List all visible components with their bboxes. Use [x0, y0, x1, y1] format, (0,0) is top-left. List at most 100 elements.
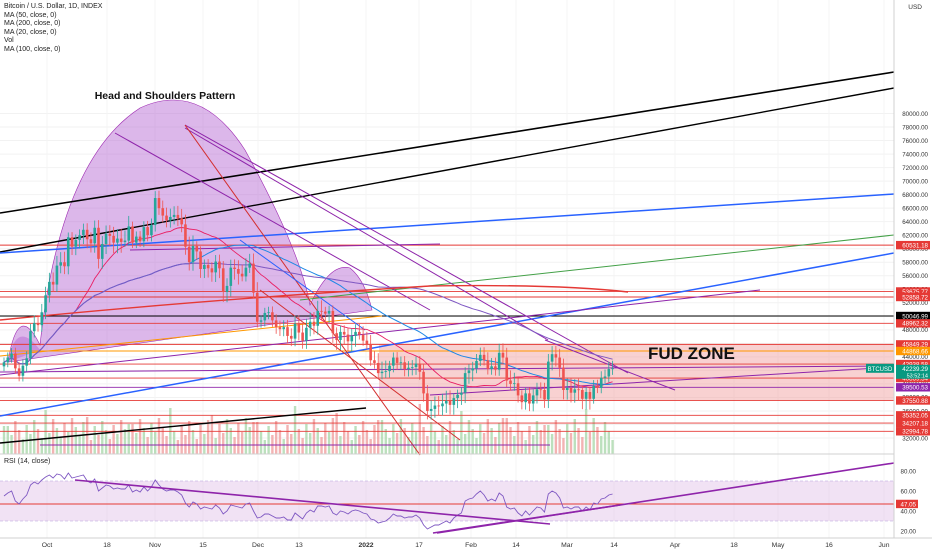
- candle-body: [244, 267, 248, 277]
- candle-body: [93, 227, 97, 244]
- level-price-tag: [896, 311, 930, 321]
- volume-bar: [218, 424, 221, 454]
- volume-bar: [569, 433, 573, 454]
- candle-body: [78, 235, 81, 240]
- trend-line: [184, 124, 629, 374]
- level-price-tag: [896, 418, 930, 428]
- volume-bar: [51, 419, 55, 454]
- indicator-ma20[interactable]: MA (20, close, 0): [4, 28, 57, 36]
- volume-bar: [252, 422, 255, 454]
- indicator-vol[interactable]: Vol: [4, 37, 14, 44]
- time-tick-label: 18: [103, 542, 111, 549]
- candle-body: [153, 198, 157, 226]
- price-tick-label: 60000.00: [902, 246, 928, 253]
- volume-bar: [157, 418, 161, 454]
- volume-bar: [403, 428, 406, 454]
- candle-body: [59, 262, 62, 266]
- volume-bar: [327, 432, 331, 454]
- volume-bar: [293, 406, 297, 454]
- candle-body: [127, 226, 131, 241]
- candle-body: [584, 392, 588, 399]
- candle-body: [44, 295, 47, 313]
- candle-body: [433, 405, 437, 409]
- volume-bar: [554, 420, 558, 454]
- candle-body: [410, 367, 414, 368]
- candle-body: [214, 261, 217, 273]
- volume-bar: [452, 430, 456, 454]
- level-price-label: 40869.34: [902, 375, 928, 382]
- volume-bar: [433, 431, 437, 454]
- rsi-legend[interactable]: RSI (14, close): [4, 458, 51, 465]
- candle-body: [599, 377, 603, 388]
- volume-bar: [460, 411, 463, 454]
- volume-bar: [350, 440, 353, 454]
- price-axis[interactable]: USD32000.0034000.0036000.0038000.0040000…: [893, 0, 932, 550]
- candle-body: [248, 263, 251, 268]
- volume-bar: [278, 430, 282, 454]
- candle-body: [565, 387, 569, 391]
- volume-bar: [282, 439, 285, 454]
- volume-bar: [123, 429, 127, 454]
- volume-bar: [482, 433, 486, 454]
- candle-body: [210, 268, 214, 273]
- ma100-line: [3, 262, 613, 365]
- candle-body: [74, 239, 78, 247]
- volume-bar: [248, 427, 251, 454]
- volume-bar: [535, 421, 539, 454]
- price-tick-label: 64000.00: [902, 219, 928, 226]
- indicator-ma50[interactable]: MA (50, close, 0): [4, 11, 57, 19]
- candle-body: [142, 227, 146, 242]
- volume-bar: [116, 434, 119, 454]
- volume-bar: [539, 430, 542, 454]
- candle-body: [218, 261, 221, 269]
- candle-body: [373, 360, 376, 363]
- candle-body: [358, 331, 361, 335]
- symbol-title[interactable]: Bitcoin / U.S. Dollar, 1D, INDEX: [4, 3, 103, 10]
- volume-bar: [588, 432, 592, 454]
- candle-body: [581, 390, 584, 399]
- candle-body: [331, 310, 335, 334]
- candle-body: [40, 312, 44, 326]
- time-axis[interactable]: Oct 18 Nov 15 Dec 13 2022 17 Feb 14 Mar 14 Apr 18 May 1…: [0, 537, 932, 549]
- candle-body: [271, 312, 274, 321]
- candle-body: [531, 395, 535, 404]
- volume-bar: [25, 425, 28, 454]
- candle-body: [252, 263, 255, 293]
- level-price-tag: [896, 287, 930, 296]
- candle-body: [157, 198, 161, 209]
- volume-bar: [256, 422, 259, 454]
- candle-body: [36, 323, 40, 326]
- volume-bar: [142, 428, 146, 454]
- candle-body: [70, 237, 74, 247]
- volume-bar: [377, 420, 380, 454]
- level-price-label: 32994.78: [902, 429, 928, 436]
- candle-body: [63, 262, 66, 267]
- candle-body: [505, 357, 509, 381]
- candle-body: [554, 354, 558, 358]
- volume-bar: [331, 418, 335, 454]
- volume-bar: [85, 417, 89, 454]
- trend-line: [0, 87, 895, 253]
- volume-bar: [82, 422, 85, 454]
- volume-bar: [490, 428, 493, 454]
- candle-body: [471, 368, 475, 371]
- candle-body: [169, 216, 172, 221]
- level-price-label: 44868.66: [902, 348, 928, 355]
- volume-bar: [422, 427, 425, 454]
- volume-bar: [40, 438, 43, 454]
- candle-body: [497, 352, 501, 370]
- rsi-line: [3, 472, 613, 530]
- indicator-ma200[interactable]: MA (200, close, 0): [4, 20, 61, 27]
- horizontal-levels: [0, 244, 894, 432]
- volume-bar: [237, 423, 240, 454]
- volume-bar: [199, 425, 202, 454]
- volume-bar: [101, 421, 104, 454]
- volume-bar: [380, 420, 384, 454]
- trend-line: [0, 407, 367, 444]
- trend-line: [0, 289, 761, 376]
- indicator-ma100[interactable]: MA (100, close, 0): [4, 45, 61, 53]
- candle-body: [535, 389, 539, 396]
- volume-bar: [55, 428, 59, 454]
- volume-bar: [135, 433, 138, 454]
